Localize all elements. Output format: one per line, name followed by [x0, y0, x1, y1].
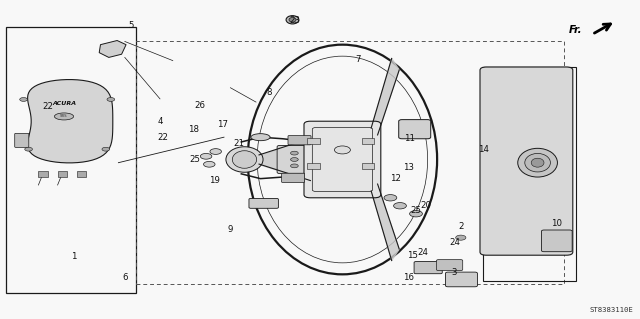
- Ellipse shape: [291, 151, 298, 155]
- Ellipse shape: [394, 203, 406, 209]
- Ellipse shape: [251, 134, 270, 141]
- Text: 15: 15: [407, 251, 419, 260]
- Bar: [483, 67, 576, 281]
- Text: 20: 20: [420, 201, 431, 210]
- Bar: [58, 171, 67, 177]
- Text: 3: 3: [452, 268, 457, 277]
- Text: ACURA: ACURA: [52, 101, 76, 106]
- Ellipse shape: [286, 16, 299, 24]
- Text: 22: 22: [157, 133, 169, 142]
- Text: 24: 24: [417, 248, 428, 256]
- Bar: [136, 41, 564, 284]
- Ellipse shape: [456, 235, 466, 240]
- Text: 1: 1: [71, 252, 76, 261]
- FancyBboxPatch shape: [249, 198, 278, 208]
- Text: 22: 22: [42, 102, 54, 111]
- Ellipse shape: [525, 153, 550, 172]
- Bar: [362, 138, 374, 144]
- Text: 17: 17: [217, 120, 228, 129]
- Text: 13: 13: [403, 163, 414, 172]
- Text: 25: 25: [189, 155, 201, 164]
- Text: 9: 9: [228, 225, 233, 234]
- FancyBboxPatch shape: [436, 260, 463, 271]
- Polygon shape: [28, 79, 113, 163]
- Ellipse shape: [232, 151, 257, 168]
- Bar: [307, 138, 320, 144]
- Ellipse shape: [384, 195, 397, 201]
- Bar: [6, 27, 136, 293]
- Ellipse shape: [54, 113, 74, 120]
- Ellipse shape: [518, 148, 557, 177]
- Ellipse shape: [226, 147, 263, 172]
- Text: 6: 6: [122, 273, 127, 282]
- Text: 24: 24: [449, 238, 460, 247]
- Text: 18: 18: [188, 125, 199, 134]
- FancyBboxPatch shape: [541, 230, 572, 252]
- Bar: [362, 163, 374, 169]
- Text: 23: 23: [289, 16, 300, 25]
- FancyBboxPatch shape: [277, 145, 311, 174]
- Text: 14: 14: [477, 145, 489, 154]
- Ellipse shape: [204, 161, 215, 167]
- FancyBboxPatch shape: [445, 272, 477, 287]
- Polygon shape: [99, 41, 126, 57]
- Text: 26: 26: [194, 101, 205, 110]
- Text: 7: 7: [356, 55, 361, 63]
- Polygon shape: [371, 58, 399, 135]
- FancyBboxPatch shape: [288, 136, 311, 145]
- Ellipse shape: [410, 211, 422, 217]
- Ellipse shape: [200, 153, 212, 159]
- Bar: [77, 171, 86, 177]
- Ellipse shape: [107, 98, 115, 101]
- FancyBboxPatch shape: [480, 67, 573, 255]
- Text: ST8383110E: ST8383110E: [590, 307, 634, 313]
- Text: 19: 19: [209, 176, 220, 185]
- FancyBboxPatch shape: [15, 133, 29, 147]
- Text: 25: 25: [410, 206, 421, 215]
- Ellipse shape: [20, 98, 28, 101]
- Ellipse shape: [335, 146, 351, 154]
- FancyBboxPatch shape: [414, 262, 442, 274]
- Text: 16: 16: [403, 273, 414, 282]
- Ellipse shape: [289, 18, 296, 22]
- Text: SRS: SRS: [60, 115, 68, 118]
- Text: 12: 12: [390, 174, 401, 183]
- FancyBboxPatch shape: [399, 120, 431, 139]
- Ellipse shape: [25, 147, 33, 151]
- Ellipse shape: [210, 149, 221, 154]
- Ellipse shape: [291, 164, 298, 168]
- Text: 8: 8: [266, 88, 271, 97]
- Ellipse shape: [291, 158, 298, 161]
- Ellipse shape: [531, 158, 544, 167]
- FancyBboxPatch shape: [304, 121, 381, 198]
- FancyBboxPatch shape: [282, 173, 305, 182]
- Polygon shape: [371, 184, 399, 261]
- Text: 5: 5: [129, 21, 134, 30]
- Text: 10: 10: [551, 219, 563, 228]
- Bar: [38, 171, 48, 177]
- Bar: [307, 163, 320, 169]
- Text: 2: 2: [458, 222, 463, 231]
- Text: Fr.: Fr.: [568, 25, 582, 35]
- Ellipse shape: [102, 147, 109, 151]
- Text: 4: 4: [157, 117, 163, 126]
- Text: 11: 11: [404, 134, 415, 143]
- Text: 21: 21: [233, 139, 244, 148]
